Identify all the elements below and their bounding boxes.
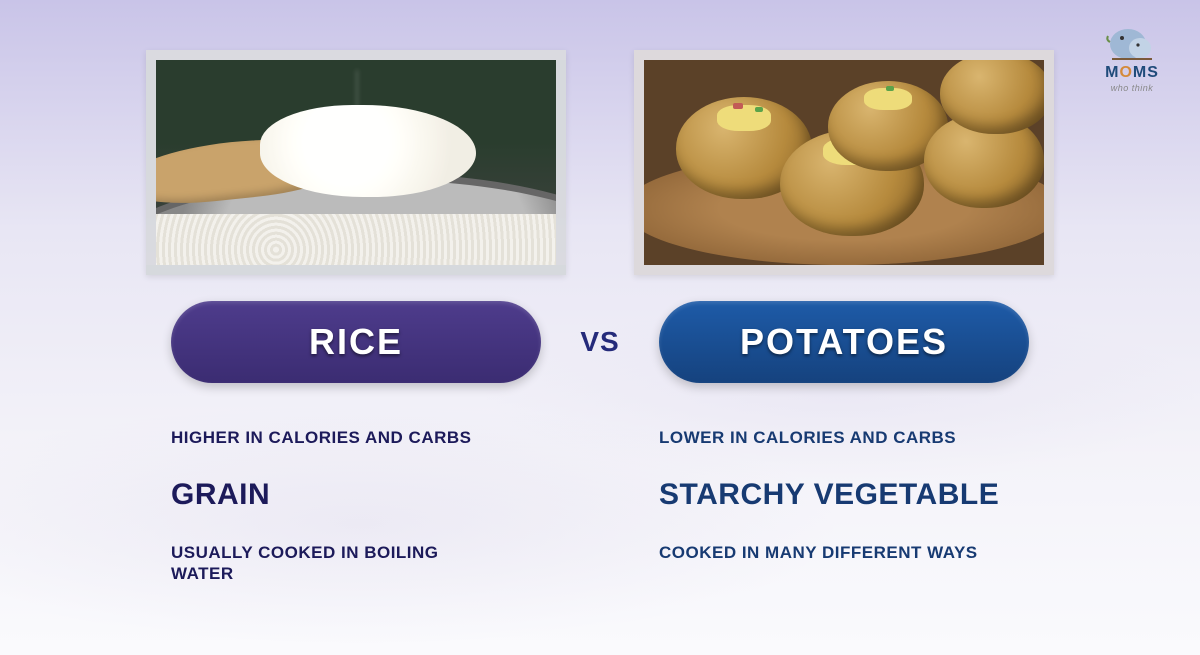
right-pill: POTATOES [659,301,1029,383]
right-fact-2: STARCHY VEGETABLE [659,476,999,514]
left-facts: HIGHER IN CALORIES AND CARBS GRAIN USUAL… [171,427,541,584]
vs-label: VS [580,326,619,358]
left-photo [146,50,566,275]
left-fact-3: USUALLY COOKED IN BOILING WATER [171,542,501,585]
right-fact-1: LOWER IN CALORIES AND CARBS [659,427,956,448]
left-pill-label: RICE [309,321,403,363]
left-pill: RICE [171,301,541,383]
left-fact-1: HIGHER IN CALORIES AND CARBS [171,427,472,448]
comparison-columns: RICE HIGHER IN CALORIES AND CARBS GRAIN … [0,50,1200,584]
left-fact-2: GRAIN [171,476,270,514]
right-facts: LOWER IN CALORIES AND CARBS STARCHY VEGE… [659,427,1029,563]
right-column: POTATOES LOWER IN CALORIES AND CARBS STA… [634,50,1054,563]
left-column: RICE HIGHER IN CALORIES AND CARBS GRAIN … [146,50,566,584]
right-pill-label: POTATOES [740,321,948,363]
right-photo [634,50,1054,275]
right-fact-3: COOKED IN MANY DIFFERENT WAYS [659,542,978,563]
